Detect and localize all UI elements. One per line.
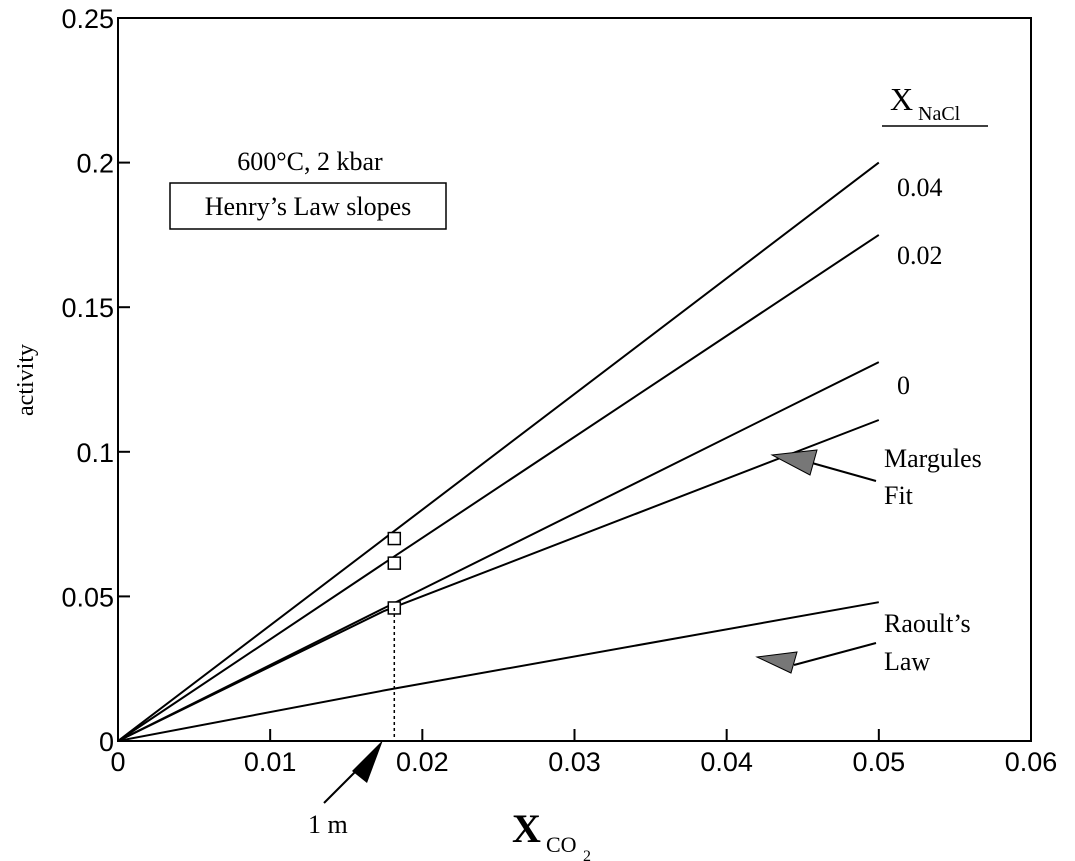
raoult-label-line2: Law (884, 647, 930, 676)
series-line-0 (117, 161, 880, 742)
series-line-3 (117, 419, 880, 742)
axis-ticks: 0 0.01 0.02 0.03 0.04 0.05 0.06 0 0.05 0.1 0.15 0.2… (61, 4, 1057, 777)
y-axis-label: activity (13, 344, 39, 416)
x-tick-label: 0.01 (244, 747, 297, 777)
margules-arrow-head (770, 449, 818, 476)
data-marker (387, 531, 402, 546)
x-axis-label-main: X (512, 806, 541, 851)
raoult-arrow-line (793, 642, 877, 666)
series-label: 0.02 (897, 241, 943, 270)
series-markers (387, 531, 402, 741)
series-label: 0 (897, 371, 910, 400)
y-tick-label: 0.1 (76, 438, 114, 468)
x-tick-label: 0 (110, 747, 125, 777)
legend-title: X NaCl (882, 81, 988, 127)
one-molal-label: 1 m (308, 810, 348, 839)
y-tick-label: 0 (99, 727, 114, 757)
data-marker (387, 556, 402, 570)
henrys-law-label: Henry’s Law slopes (205, 192, 412, 221)
x-tick-label: 0.03 (548, 747, 601, 777)
y-tick-label: 0.15 (61, 293, 114, 323)
conditions-label: 600°C, 2 kbar (237, 147, 383, 176)
margules-annotation: Margules Fit (770, 444, 982, 510)
margules-arrow-line (811, 462, 877, 482)
raoult-label-line1: Raoult’s (884, 609, 971, 638)
legend-title-sub: NaCl (918, 103, 961, 125)
margules-label-line2: Fit (884, 481, 914, 510)
margules-label-line1: Margules (884, 444, 982, 473)
series-label: 0.04 (897, 173, 943, 202)
x-tick-label: 0.04 (700, 747, 753, 777)
x-tick-label: 0.02 (396, 747, 449, 777)
x-axis-label-subsub: 2 (583, 848, 591, 861)
series-line-4 (117, 601, 879, 742)
one-molal-annotation: 1 m (308, 740, 383, 839)
series-line-1 (117, 234, 880, 742)
y-tick-label: 0.25 (61, 4, 114, 34)
raoult-annotation: Raoult’s Law (755, 609, 971, 676)
y-tick-label: 0.05 (61, 582, 114, 612)
x-axis-label: X CO 2 (512, 806, 591, 861)
series-labels: 0.04 0.02 0 (897, 173, 943, 400)
legend-title-main: X (890, 81, 913, 117)
raoult-arrow-head (755, 651, 798, 674)
x-tick-label: 0.06 (1005, 747, 1058, 777)
series-lines (117, 161, 880, 742)
x-tick-label: 0.05 (853, 747, 906, 777)
y-tick-label: 0.2 (76, 149, 114, 179)
henrys-law-box (169, 182, 447, 230)
one-molal-arrow-head (352, 740, 383, 783)
x-axis-label-sub: CO (546, 832, 577, 857)
